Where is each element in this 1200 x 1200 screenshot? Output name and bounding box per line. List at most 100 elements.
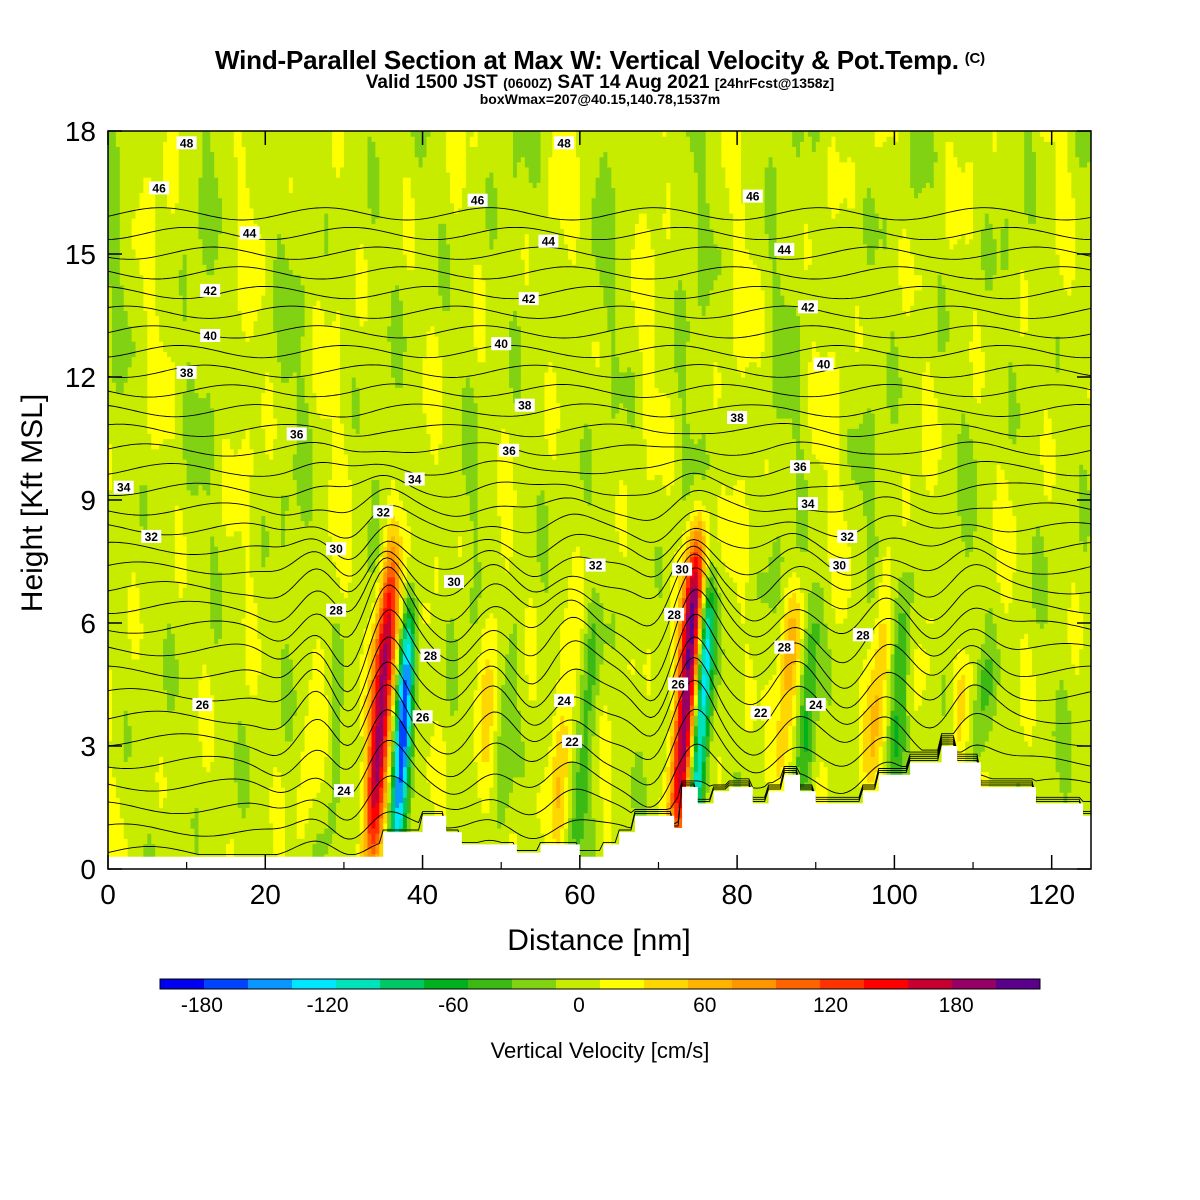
velocity-cell <box>391 823 396 829</box>
velocity-cell <box>297 833 302 839</box>
velocity-cell <box>505 838 510 844</box>
velocity-cell <box>835 797 840 803</box>
velocity-cell <box>250 808 255 814</box>
velocity-cell <box>379 797 384 803</box>
velocity-cell <box>368 849 373 855</box>
velocity-cell <box>556 833 561 839</box>
velocity-cell <box>379 849 384 855</box>
velocity-cell <box>293 797 298 803</box>
velocity-cell <box>309 802 314 808</box>
velocity-cell <box>356 838 361 844</box>
velocity-cell <box>116 808 121 814</box>
velocity-cell <box>198 849 203 855</box>
velocity-cell <box>482 833 487 839</box>
velocity-cell <box>596 828 601 834</box>
velocity-cell <box>368 808 373 814</box>
velocity-cell <box>163 813 168 819</box>
velocity-cell <box>285 813 290 819</box>
velocity-cell <box>136 808 141 814</box>
velocity-cell <box>273 813 278 819</box>
velocity-cell <box>132 813 137 819</box>
velocity-cell <box>218 808 223 814</box>
velocity-cell <box>533 797 538 803</box>
velocity-cell <box>139 792 144 798</box>
velocity-cell <box>285 818 290 824</box>
velocity-cell <box>556 808 561 814</box>
velocity-cell <box>155 802 160 808</box>
velocity-cell <box>269 849 274 855</box>
velocity-cell <box>253 849 258 855</box>
velocity-cell <box>407 808 412 814</box>
velocity-cell <box>588 843 593 849</box>
velocity-cell <box>371 813 376 819</box>
velocity-cell <box>312 828 317 834</box>
velocity-cell <box>269 818 274 824</box>
velocity-cell <box>485 828 490 834</box>
velocity-cell <box>202 838 207 844</box>
velocity-cell <box>478 828 483 834</box>
velocity-cell <box>533 818 538 824</box>
velocity-cell <box>210 802 215 808</box>
velocity-cell <box>482 802 487 808</box>
velocity-cell <box>513 813 518 819</box>
velocity-cell <box>662 797 667 803</box>
velocity-cell <box>454 797 459 803</box>
velocity-cell <box>462 833 467 839</box>
velocity-cell <box>155 808 160 814</box>
velocity-cell <box>269 823 274 829</box>
velocity-cell <box>434 808 439 814</box>
velocity-cell <box>163 843 168 849</box>
velocity-cell <box>187 823 192 829</box>
velocity-cell <box>426 808 431 814</box>
velocity-cell <box>257 823 262 829</box>
velocity-cell <box>662 802 667 808</box>
velocity-cell <box>155 813 160 819</box>
velocity-cell <box>238 838 243 844</box>
velocity-cell <box>407 802 412 808</box>
velocity-cell <box>592 808 597 814</box>
velocity-cell <box>226 813 231 819</box>
velocity-cell <box>348 833 353 839</box>
velocity-cell <box>320 833 325 839</box>
velocity-cell <box>1083 802 1088 808</box>
velocity-cell <box>132 792 137 798</box>
velocity-cell <box>210 813 215 819</box>
velocity-cell <box>202 802 207 808</box>
velocity-cell <box>206 802 211 808</box>
velocity-cell <box>1060 797 1065 803</box>
velocity-cell <box>564 838 569 844</box>
velocity-cell <box>261 849 266 855</box>
velocity-cell <box>132 797 137 803</box>
velocity-cell <box>576 833 581 839</box>
velocity-cell <box>198 828 203 834</box>
velocity-cell <box>289 828 294 834</box>
velocity-cell <box>600 828 605 834</box>
velocity-cell <box>257 833 262 839</box>
velocity-cell <box>643 808 648 814</box>
velocity-cell <box>572 808 577 814</box>
velocity-cell <box>202 818 207 824</box>
velocity-cell <box>352 802 357 808</box>
velocity-cell <box>261 823 266 829</box>
velocity-cell <box>116 818 121 824</box>
velocity-cell <box>277 818 282 824</box>
velocity-cell <box>576 802 581 808</box>
velocity-cell <box>415 797 420 803</box>
velocity-cell <box>147 833 152 839</box>
velocity-cell <box>509 823 514 829</box>
velocity-cell <box>482 823 487 829</box>
velocity-cell <box>316 843 321 849</box>
velocity-cell <box>580 843 585 849</box>
velocity-cell <box>371 849 376 855</box>
velocity-cell <box>529 802 534 808</box>
velocity-cell <box>273 838 278 844</box>
velocity-cell <box>124 792 129 798</box>
velocity-cell <box>253 828 258 834</box>
velocity-cell <box>489 828 494 834</box>
velocity-cell <box>246 818 251 824</box>
velocity-cell <box>568 813 573 819</box>
velocity-cell <box>564 797 569 803</box>
velocity-cell <box>214 813 219 819</box>
velocity-cell <box>450 802 455 808</box>
velocity-cell <box>230 823 235 829</box>
